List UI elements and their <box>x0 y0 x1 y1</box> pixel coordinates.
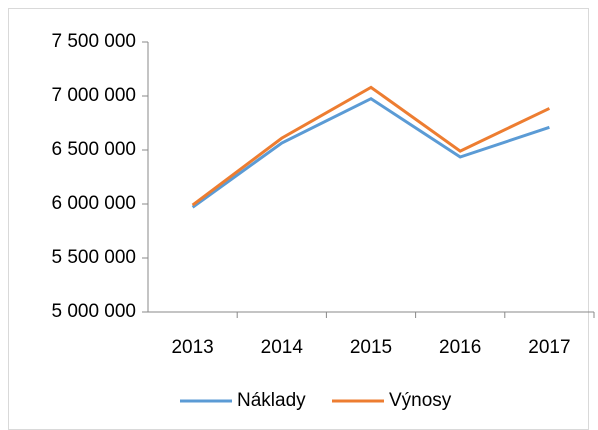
series-line <box>191 85 551 207</box>
legend-label: Výnosy <box>389 390 452 411</box>
chart-frame <box>8 8 589 430</box>
y-tick-label: 6 500 000 <box>51 139 136 160</box>
y-tick-label: 7 000 000 <box>51 85 136 106</box>
x-tick-label: 2014 <box>261 337 304 358</box>
y-tick-label: 5 500 000 <box>51 247 136 268</box>
x-tick-label: 2016 <box>439 337 481 358</box>
series-line <box>191 96 550 209</box>
x-tick-label: 2017 <box>528 337 570 358</box>
y-tick-label: 5 000 000 <box>51 301 136 322</box>
legend-label: Náklady <box>237 390 306 411</box>
x-tick-label: 2015 <box>350 337 392 358</box>
y-tick-label: 6 000 000 <box>51 193 136 214</box>
x-tick-label: 2013 <box>171 337 213 358</box>
y-tick-label: 7 500 000 <box>51 31 136 52</box>
